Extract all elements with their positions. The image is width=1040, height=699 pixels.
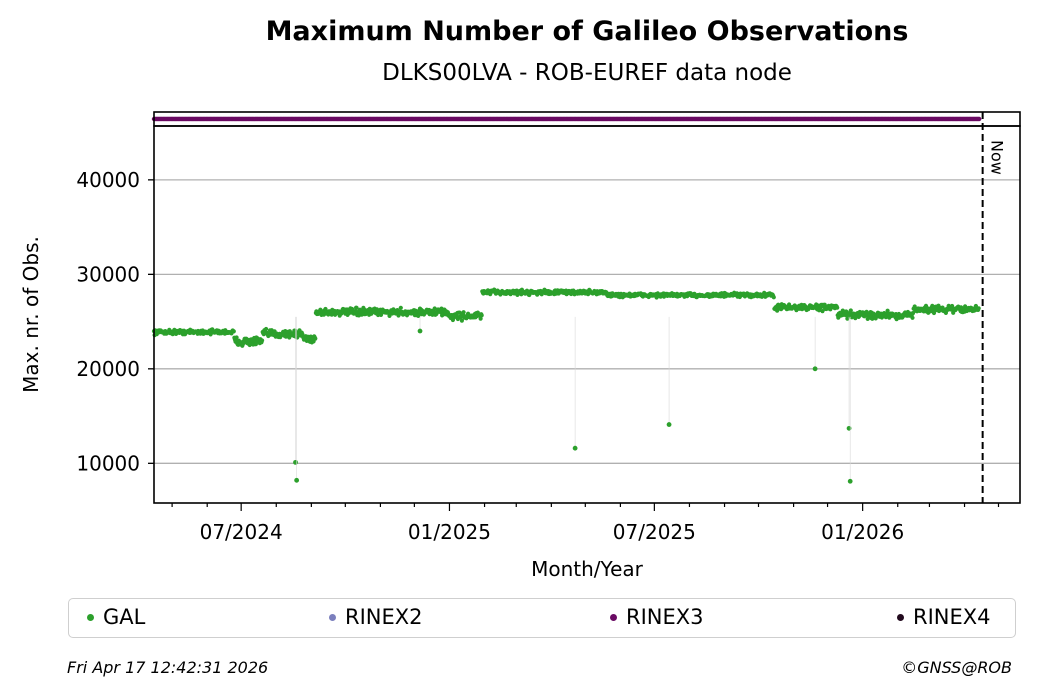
rinex-strip-frame: [153, 111, 1021, 127]
gal-point: [354, 305, 359, 310]
legend-item-rinex2: RINEX2: [329, 605, 423, 629]
gal-point: [910, 315, 915, 320]
legend-label-rinex4: RINEX4: [913, 605, 991, 629]
y-tick-label: 10000: [76, 451, 140, 475]
gal-outlier-point: [417, 328, 423, 334]
gal-point: [234, 335, 239, 340]
legend-marker-rinex3: [610, 613, 617, 621]
chart-title: Maximum Number of Galileo Observations: [265, 16, 909, 47]
gal-point: [479, 313, 484, 318]
gal-point: [771, 295, 776, 300]
x-tick-label: 07/2025: [613, 520, 696, 544]
x-axis-label: Month/Year: [531, 557, 644, 581]
gal-point: [264, 326, 269, 332]
y-tick-label: 20000: [76, 357, 140, 381]
y-tick-label: 40000: [76, 168, 140, 192]
y-axis-label: Max. nr. of Obs.: [19, 236, 43, 393]
legend-item-rinex4: RINEX4: [897, 605, 991, 629]
x-tick-label: 01/2025: [408, 520, 491, 544]
x-tick-label: 07/2024: [200, 520, 283, 544]
legend-label-gal: GAL: [103, 605, 146, 629]
gal-point: [260, 338, 265, 343]
gal-point: [231, 329, 236, 334]
legend-label-rinex3: RINEX3: [626, 605, 704, 629]
gal-point: [459, 318, 464, 323]
gal-outlier-point: [572, 445, 578, 451]
timestamp: Fri Apr 17 12:42:31 2026: [67, 658, 269, 677]
gal-outlier-point: [294, 477, 300, 483]
gal-point: [976, 306, 981, 311]
gal-outlier-point: [847, 478, 853, 484]
gal-point: [885, 308, 890, 313]
x-tick-label: 01/2026: [821, 520, 904, 544]
gal-point: [478, 316, 483, 321]
legend-item-gal: GAL: [87, 605, 145, 629]
gal-point: [398, 305, 403, 310]
y-tick-label: 30000: [76, 262, 140, 286]
gal-point: [432, 306, 437, 311]
legend-item-rinex3: RINEX3: [610, 605, 704, 629]
chart-subtitle: DLKS00LVA - ROB-EUREF data node: [382, 60, 792, 86]
copyright: ©GNSS@ROB: [901, 658, 1012, 677]
gal-point: [848, 308, 853, 313]
legend-marker-rinex4: [897, 613, 904, 621]
gal-outlier-point: [293, 459, 298, 465]
legend: GAL RINEX2 RINEX3 RINEX4: [68, 598, 1016, 638]
gal-point: [835, 305, 840, 310]
gal-point: [461, 310, 466, 315]
gal-outlier-point: [812, 366, 818, 372]
legend-marker-rinex2: [329, 613, 336, 621]
legend-marker-gal: [87, 613, 94, 621]
gal-point: [457, 310, 462, 315]
legend-label-rinex2: RINEX2: [345, 605, 423, 629]
gal-outlier-point: [666, 422, 672, 427]
gal-point: [313, 336, 318, 341]
gal-point: [951, 310, 956, 315]
gal-outlier-point: [846, 425, 852, 431]
rinex3-point: [977, 116, 982, 122]
now-label: Now: [988, 140, 1007, 175]
